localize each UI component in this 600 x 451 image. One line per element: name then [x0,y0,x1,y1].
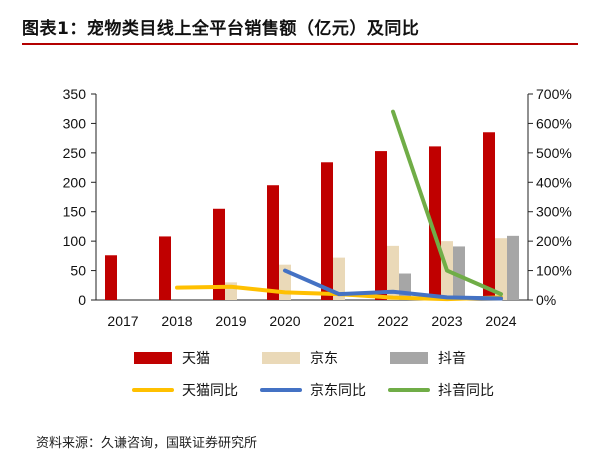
y-right-tick-label: 400% [536,174,572,190]
legend-label-tmall-yoy: 天猫同比 [182,383,238,399]
bar-jd [495,238,507,300]
bar-tmall [159,236,171,300]
y-right-tick-label: 500% [536,145,572,161]
bar-tmall [483,132,495,300]
title-rule [22,43,578,45]
y-right-tick-label: 200% [536,233,572,249]
bar-tmall [375,151,387,300]
x-tick-label: 2022 [377,313,408,329]
line-jd-yoy [283,268,503,301]
y-right-tick-label: 300% [536,204,572,220]
y-left-tick-label: 50 [70,263,86,279]
legend-label-jd-yoy: 京东同比 [310,383,366,399]
x-tick-label: 2021 [323,313,354,329]
source-note: 资料来源：久谦咨询，国联证券研究所 [36,436,258,451]
y-left-tick-label: 0 [78,292,86,308]
y-left-tick-label: 250 [63,145,87,161]
y-right-tick-label: 700% [536,86,572,102]
line-douyin-yoy [391,109,503,297]
legend-label-douyin: 抖音 [438,350,466,367]
legend-swatch-jd [262,352,300,364]
bar-tmall [321,162,333,300]
y-right-tick-label: 0% [536,292,556,308]
legend-label-jd: 京东 [310,351,338,367]
y-right-tick-label: 100% [536,263,572,279]
y-left-tick-label: 300 [63,115,87,131]
bar-jd [333,257,345,300]
legend-label-tmall: 天猫 [182,351,210,367]
chart-title: 图表1：宠物类目线上全平台销售额（亿元）及同比 [22,19,420,39]
legend-swatch-douyin [390,352,428,364]
x-tick-label: 2023 [431,313,462,329]
y-right-tick-label: 600% [536,115,572,131]
y-left-tick-label: 200 [63,174,87,190]
legend-label-douyin-yoy: 抖音同比 [438,382,494,399]
x-tick-label: 2020 [269,313,300,329]
bar-tmall [105,255,117,300]
bar-tmall [213,208,225,300]
y-left-tick-label: 350 [63,86,87,102]
x-tick-label: 2024 [485,313,516,329]
bar-douyin [507,235,519,300]
lines [175,109,503,302]
bar-douyin [453,246,465,300]
x-tick-label: 2019 [215,313,246,329]
y-left-tick-label: 100 [63,233,87,249]
x-tick-label: 2018 [161,313,192,329]
legend-swatch-tmall [134,352,172,364]
bar-tmall [267,185,279,300]
bar-jd [387,245,399,300]
y-left-tick-label: 150 [63,204,87,220]
bar-tmall [429,146,441,300]
x-tick-label: 2017 [107,313,138,329]
axes: 0 50 100 150 200 250 300 350 0% 100% 200% 300% 400% 5… [63,86,572,329]
bars [105,132,519,300]
